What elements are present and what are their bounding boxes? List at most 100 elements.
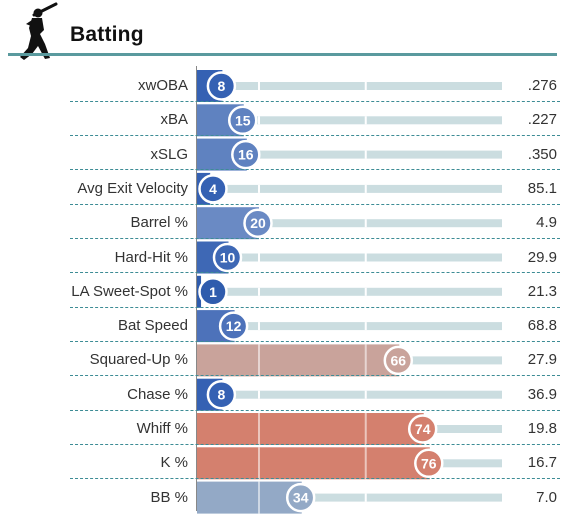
bar-tick xyxy=(364,344,367,377)
percentile-bar xyxy=(197,344,400,377)
metric-label: Squared-Up % xyxy=(89,351,188,369)
percentile-marker xyxy=(228,105,258,136)
bar-tick xyxy=(258,481,260,514)
track-tick xyxy=(364,253,367,262)
row-divider xyxy=(70,409,560,411)
percentile-marker xyxy=(212,242,243,273)
stat-value: 85.1 xyxy=(527,179,557,197)
percentile-label: 20 xyxy=(250,215,266,231)
stat-value: 27.9 xyxy=(527,351,557,369)
percentile-track xyxy=(197,287,502,296)
percentile-label: 4 xyxy=(209,181,217,197)
percentile-marker xyxy=(407,414,438,444)
row-divider xyxy=(70,100,560,102)
track-tick xyxy=(364,219,367,228)
row-divider xyxy=(70,443,560,445)
percentile-marker xyxy=(231,139,261,170)
percentile-track xyxy=(197,184,502,193)
track-tick xyxy=(258,253,260,262)
metric-label: Barrel % xyxy=(130,214,188,232)
bar-tick xyxy=(258,447,260,480)
stat-value: .276 xyxy=(527,77,557,94)
track-tick xyxy=(258,184,260,193)
track-tick xyxy=(258,116,260,125)
stat-value: 36.9 xyxy=(527,385,557,403)
percentile-bar xyxy=(197,447,430,480)
metric-label: xBA xyxy=(160,111,188,129)
percentile-track xyxy=(197,322,502,331)
row-divider xyxy=(70,478,560,480)
track-tick xyxy=(258,322,260,331)
section-title: Batting xyxy=(70,23,144,46)
percentile-marker xyxy=(414,448,444,479)
track-tick xyxy=(364,184,367,193)
percentile-label: 15 xyxy=(235,112,251,128)
percentile-track xyxy=(197,253,502,262)
stat-value: 21.3 xyxy=(527,282,557,300)
percentile-track xyxy=(197,116,502,125)
stat-value: 16.7 xyxy=(527,454,557,472)
metric-label: Bat Speed xyxy=(117,317,188,335)
percentile-label: 34 xyxy=(293,490,309,506)
percentile-track xyxy=(197,150,502,159)
percentile-label: 76 xyxy=(421,455,437,471)
bar-tick xyxy=(364,413,367,445)
track-tick xyxy=(258,390,260,399)
percentile-track xyxy=(197,219,502,228)
percentile-bar xyxy=(197,481,302,514)
metric-label: xSLG xyxy=(150,145,188,163)
percentile-label: 8 xyxy=(218,387,226,403)
row-divider xyxy=(70,272,560,274)
metric-label: Hard-Hit % xyxy=(114,248,188,266)
metric-label: Chase % xyxy=(127,385,188,403)
track-tick xyxy=(364,150,367,159)
stat-value: .227 xyxy=(527,111,557,129)
stat-value: 7.0 xyxy=(536,488,557,506)
stat-value: 29.9 xyxy=(527,248,557,266)
bar-tick xyxy=(258,413,260,445)
row-divider xyxy=(70,169,560,171)
bar-tick xyxy=(258,344,260,377)
percentile-label: 66 xyxy=(391,352,407,368)
header-rule xyxy=(8,53,557,56)
row-divider xyxy=(70,340,560,342)
percentile-marker xyxy=(218,311,249,341)
row-divider xyxy=(70,375,560,377)
stat-value: 19.8 xyxy=(527,420,557,437)
metric-label: xwOBA xyxy=(137,77,188,94)
track-tick xyxy=(258,82,260,90)
percentile-label: 10 xyxy=(220,250,236,266)
track-tick xyxy=(364,390,367,399)
track-tick xyxy=(364,287,367,296)
row-divider xyxy=(70,306,560,308)
percentile-label: 8 xyxy=(218,78,226,94)
row-divider xyxy=(70,135,560,137)
percentile-track xyxy=(197,82,502,90)
percentile-label: 1 xyxy=(209,284,217,300)
track-tick xyxy=(258,287,260,296)
batter-silhouette-icon xyxy=(20,2,58,60)
percentile-bar xyxy=(197,413,424,445)
stat-value: .350 xyxy=(527,145,557,163)
metric-label: BB % xyxy=(150,488,188,506)
percentile-marker xyxy=(198,277,228,307)
percentile-track xyxy=(197,390,502,399)
percentile-label: 74 xyxy=(415,421,431,437)
track-tick xyxy=(364,116,367,125)
metric-label: LA Sweet-Spot % xyxy=(71,282,188,300)
percentile-marker xyxy=(206,379,237,410)
track-tick xyxy=(364,82,367,90)
track-tick xyxy=(364,322,367,331)
axis-line xyxy=(196,66,197,511)
percentile-marker xyxy=(243,208,273,238)
stat-value: 4.9 xyxy=(536,214,557,232)
percentile-marker xyxy=(206,71,237,101)
percentile-marker xyxy=(383,345,414,376)
metric-label: Whiff % xyxy=(136,420,188,437)
percentile-marker xyxy=(285,482,316,513)
stat-value: 68.8 xyxy=(527,317,557,335)
bar-tick xyxy=(364,447,367,480)
metric-label: K % xyxy=(160,454,188,472)
